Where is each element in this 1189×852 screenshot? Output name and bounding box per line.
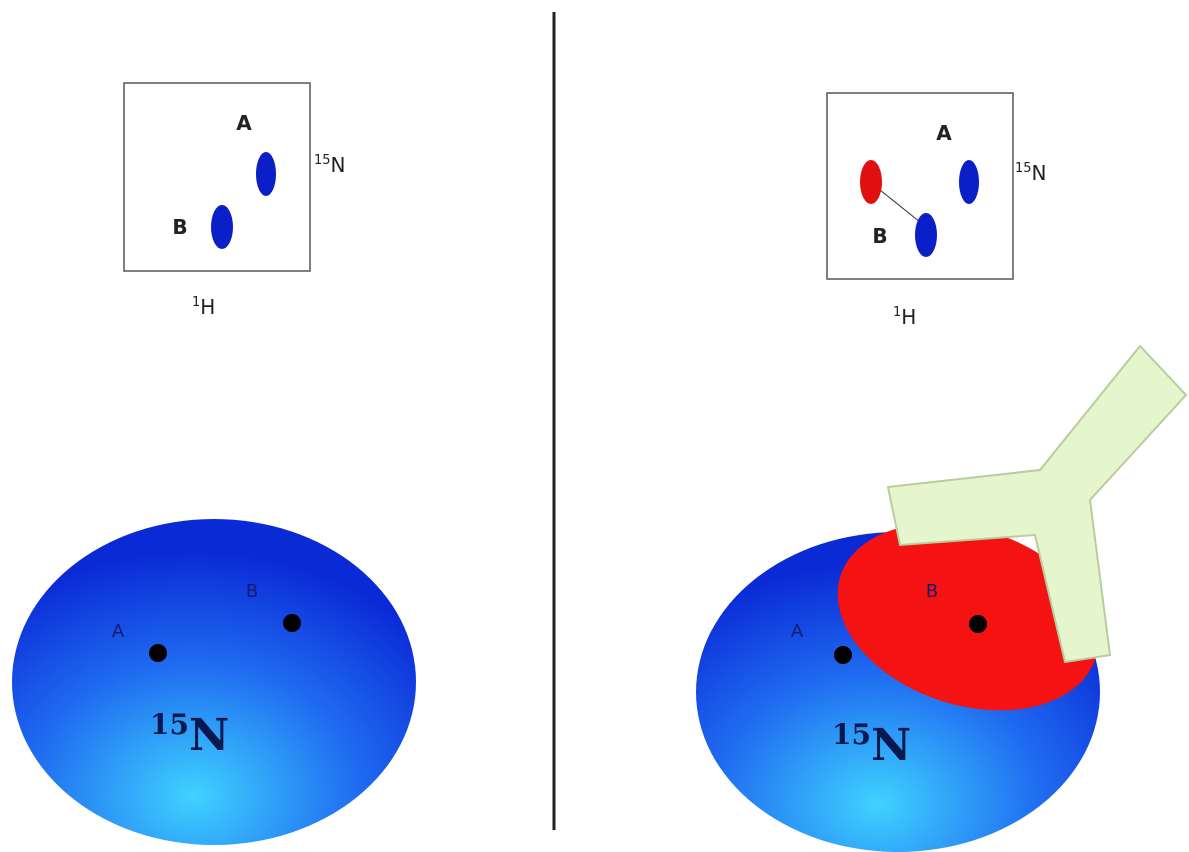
x-axis-label: 1H [192, 295, 215, 319]
peak-label: A [236, 111, 252, 135]
left-protein: A B 15N [12, 519, 416, 845]
element: H [200, 295, 215, 319]
mass-number: 15 [150, 708, 189, 741]
y-axis-label: 15N [1015, 161, 1047, 185]
site-dot [149, 644, 167, 662]
mass-number: 15 [1015, 161, 1032, 176]
site-label: B [926, 581, 938, 602]
y-axis-label: 15N [314, 153, 346, 177]
left-spectrum: A B 15N 1H [124, 83, 346, 319]
peak [256, 152, 276, 196]
mass-number: 15 [832, 718, 871, 751]
element: N [871, 720, 911, 771]
site-dot [834, 646, 852, 664]
peak [211, 205, 233, 249]
element: N [1032, 161, 1047, 185]
mass-number: 1 [192, 295, 200, 310]
right-protein: A B 15N [696, 346, 1186, 852]
peak [959, 160, 979, 204]
site-dot [969, 615, 987, 633]
peak-label: A [936, 121, 952, 145]
mass-number: 1 [893, 305, 901, 320]
element: N [331, 153, 346, 177]
site-dot [283, 614, 301, 632]
diagram: A B 15N 1H A B 15N A B 15N 1H A B 15N [0, 0, 1189, 852]
shifted-peak [860, 160, 882, 204]
right-spectrum: A B 15N 1H [827, 93, 1047, 329]
peak-label: B [872, 224, 887, 248]
site-label: B [246, 581, 258, 602]
element: H [901, 305, 916, 329]
element: N [189, 710, 229, 761]
peak-label: B [172, 215, 187, 239]
peak [915, 213, 937, 257]
protein-sphere [12, 519, 416, 845]
site-label: A [112, 621, 125, 642]
mass-number: 15 [314, 153, 331, 168]
x-axis-label: 1H [893, 305, 916, 329]
site-label: A [791, 621, 804, 642]
